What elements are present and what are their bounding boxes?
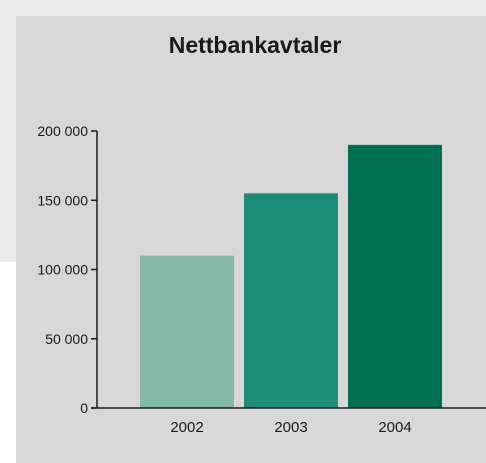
y-tick-label: 0: [80, 400, 88, 416]
bars: [140, 144, 442, 408]
y-tick-label: 200 000: [37, 123, 88, 139]
y-tick-label: 50 000: [45, 331, 88, 347]
bar-2002: [140, 255, 234, 408]
x-tick-label-2002: 2002: [170, 419, 203, 436]
bar-2004: [348, 144, 442, 408]
bar-2003: [244, 193, 338, 408]
x-tick-labels: 2002 2003 2004: [170, 419, 411, 436]
x-tick-label-2004: 2004: [378, 419, 411, 436]
y-tick-label: 150 000: [37, 192, 88, 208]
y-tick-label: 100 000: [37, 262, 88, 278]
left-band: [0, 0, 16, 262]
header-band: [0, 0, 486, 16]
chart-title: Nettbankavtaler: [169, 32, 342, 58]
y-axis-ticks: 0 50 000 100 000 150 000 200 000: [37, 123, 97, 416]
x-tick-label-2003: 2003: [274, 419, 307, 436]
